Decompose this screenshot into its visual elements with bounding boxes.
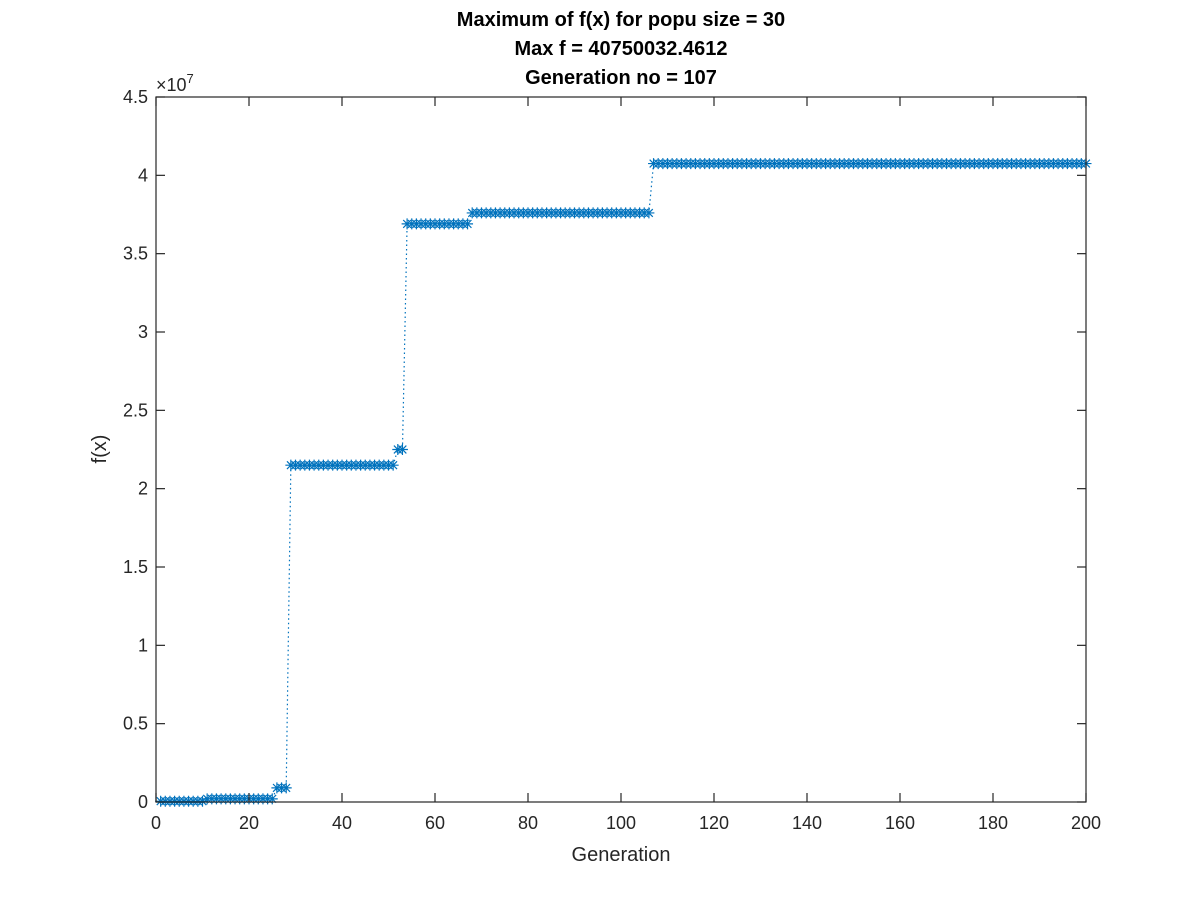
y-tick-label: 1 xyxy=(138,635,148,655)
y-tick-label: 4 xyxy=(138,165,148,185)
y-tick-label: 2 xyxy=(138,479,148,499)
chart-title-line-3: Generation no = 107 xyxy=(525,67,717,89)
y-axis-exponent-power: 7 xyxy=(187,71,194,86)
data-point-marker xyxy=(266,793,278,805)
x-tick-label: 40 xyxy=(332,813,352,833)
chart-title-line-2: Max f = 40750032.4612 xyxy=(515,38,728,60)
data-point-marker xyxy=(396,444,408,455)
y-tick-label: 1.5 xyxy=(123,557,148,577)
x-axis-label: Generation xyxy=(572,844,671,866)
chart-title-line-1: Maximum of f(x) for popu size = 30 xyxy=(457,9,785,31)
data-point-marker xyxy=(643,207,655,219)
x-tick-label: 100 xyxy=(606,813,636,833)
data-point-marker xyxy=(280,782,292,794)
x-tick-label: 60 xyxy=(425,813,445,833)
data-point-marker xyxy=(387,459,399,471)
y-axis-exponent: ×107 xyxy=(156,71,194,95)
y-tick-label: 3 xyxy=(138,322,148,342)
y-tick-label: 2.5 xyxy=(123,400,148,420)
y-tick-label: 4.5 xyxy=(123,87,148,107)
y-axis-ticks: 0 0.5 1 1.5 2 2.5 3 3.5 4 4.5 xyxy=(123,87,1086,812)
y-tick-label: 0 xyxy=(138,792,148,812)
y-tick-label: 3.5 xyxy=(123,244,148,264)
y-axis-label: f(x) xyxy=(89,435,111,464)
x-tick-label: 0 xyxy=(151,813,161,833)
y-axis-exponent-base: ×10 xyxy=(156,75,187,95)
x-tick-label: 160 xyxy=(885,813,915,833)
data-series xyxy=(155,158,1092,807)
data-point-marker xyxy=(197,795,208,807)
x-tick-label: 20 xyxy=(239,813,259,833)
x-tick-label: 200 xyxy=(1071,813,1101,833)
x-tick-label: 80 xyxy=(518,813,538,833)
y-tick-label: 0.5 xyxy=(123,714,148,734)
data-point-marker xyxy=(462,218,474,230)
plot-area xyxy=(156,97,1086,802)
x-tick-label: 140 xyxy=(792,813,822,833)
x-axis-ticks: 0 20 40 60 80 100 120 140 160 180 200 xyxy=(151,97,1101,833)
x-tick-label: 180 xyxy=(978,813,1008,833)
x-tick-label: 120 xyxy=(699,813,729,833)
